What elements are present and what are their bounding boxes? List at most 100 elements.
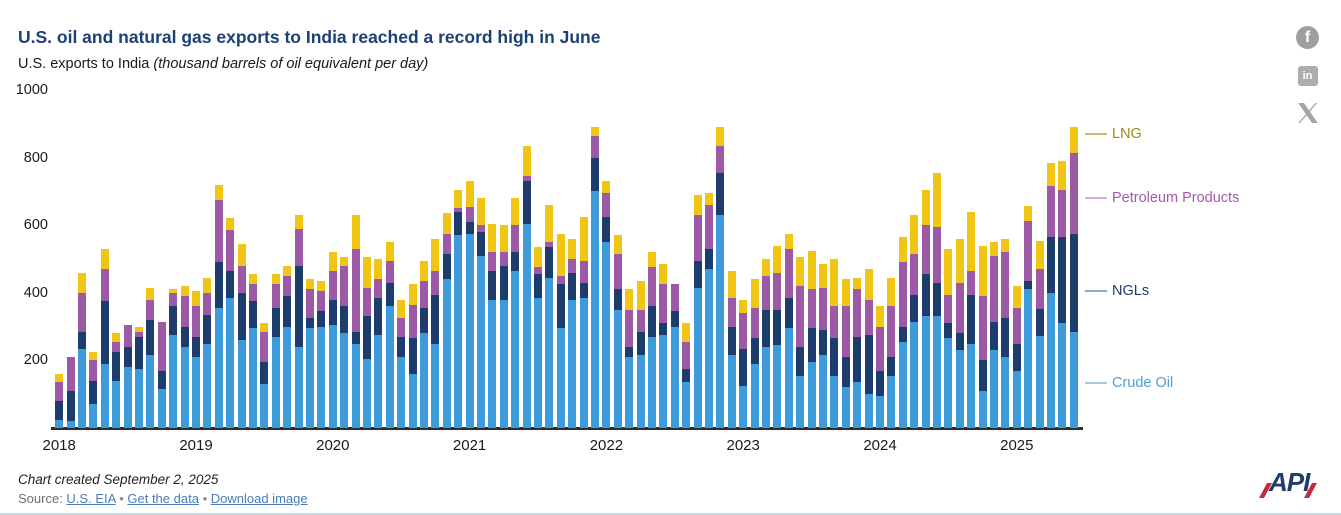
bar-month[interactable] bbox=[853, 277, 862, 428]
bar-month[interactable] bbox=[1058, 161, 1067, 428]
bar-segment-crude-oil[interactable] bbox=[1035, 336, 1044, 428]
bar-segment-petroleum-products[interactable] bbox=[682, 341, 691, 369]
bar-month[interactable] bbox=[397, 299, 406, 428]
bar-segment-crude-oil[interactable] bbox=[636, 355, 645, 428]
bar-segment-ngls[interactable] bbox=[1001, 318, 1010, 358]
bar-segment-crude-oil[interactable] bbox=[1058, 323, 1067, 428]
bar-segment-crude-oil[interactable] bbox=[363, 358, 371, 428]
bar-segment-lng[interactable] bbox=[887, 277, 896, 307]
bar-segment-crude-oil[interactable] bbox=[397, 357, 406, 428]
bar-segment-crude-oil[interactable] bbox=[944, 338, 953, 428]
bar-month[interactable] bbox=[169, 289, 178, 428]
bar-segment-ngls[interactable] bbox=[830, 338, 839, 376]
bar-segment-ngls[interactable] bbox=[978, 360, 987, 391]
bar-segment-petroleum-products[interactable] bbox=[442, 233, 451, 254]
bar-segment-lng[interactable] bbox=[739, 299, 748, 314]
bar-segment-crude-oil[interactable] bbox=[385, 306, 394, 428]
bar-segment-ngls[interactable] bbox=[328, 299, 337, 325]
bar-segment-petroleum-products[interactable] bbox=[192, 306, 200, 337]
bar-month[interactable] bbox=[1047, 162, 1055, 428]
bar-segment-ngls[interactable] bbox=[146, 319, 155, 356]
bar-month[interactable] bbox=[887, 277, 896, 428]
bar-segment-crude-oil[interactable] bbox=[89, 404, 98, 428]
bar-month[interactable] bbox=[374, 259, 383, 428]
bar-segment-petroleum-products[interactable] bbox=[522, 176, 531, 182]
bar-month[interactable] bbox=[123, 324, 132, 428]
bar-month[interactable] bbox=[727, 270, 736, 428]
bar-segment-ngls[interactable] bbox=[374, 297, 383, 336]
bar-segment-lng[interactable] bbox=[955, 238, 964, 283]
bar-segment-ngls[interactable] bbox=[739, 348, 748, 386]
bar-month[interactable] bbox=[556, 233, 565, 428]
bar-month[interactable] bbox=[260, 323, 269, 428]
bar-segment-lng[interactable] bbox=[727, 270, 736, 298]
bar-month[interactable] bbox=[340, 257, 349, 428]
bar-segment-petroleum-products[interactable] bbox=[283, 275, 292, 297]
bar-segment-petroleum-products[interactable] bbox=[910, 253, 919, 295]
bar-segment-crude-oil[interactable] bbox=[613, 309, 622, 428]
bar-segment-petroleum-products[interactable] bbox=[1012, 308, 1021, 344]
bar-segment-crude-oil[interactable] bbox=[705, 269, 713, 428]
bar-segment-ngls[interactable] bbox=[431, 294, 440, 344]
bar-segment-petroleum-products[interactable] bbox=[693, 215, 702, 261]
bar-month[interactable] bbox=[636, 281, 645, 428]
bar-month[interactable] bbox=[249, 274, 257, 428]
bar-segment-petroleum-products[interactable] bbox=[933, 226, 941, 283]
bar-month[interactable] bbox=[408, 284, 417, 428]
bar-segment-ngls[interactable] bbox=[55, 400, 64, 420]
bar-segment-petroleum-products[interactable] bbox=[796, 286, 805, 347]
bar-month[interactable] bbox=[944, 248, 953, 428]
bar-segment-petroleum-products[interactable] bbox=[237, 265, 246, 293]
bar-segment-lng[interactable] bbox=[716, 127, 725, 146]
bar-month[interactable] bbox=[978, 245, 987, 428]
bar-month[interactable] bbox=[1024, 205, 1033, 428]
x-twitter-icon[interactable] bbox=[1297, 103, 1318, 123]
bar-segment-petroleum-products[interactable] bbox=[1001, 252, 1010, 319]
bar-month[interactable] bbox=[762, 259, 770, 428]
bar-segment-ngls[interactable] bbox=[397, 336, 406, 358]
bar-segment-lng[interactable] bbox=[625, 289, 634, 310]
bar-segment-crude-oil[interactable] bbox=[226, 297, 235, 428]
bar-segment-crude-oil[interactable] bbox=[727, 355, 736, 428]
bar-segment-lng[interactable] bbox=[249, 274, 257, 285]
bar-month[interactable] bbox=[511, 198, 520, 428]
bar-segment-lng[interactable] bbox=[568, 238, 577, 260]
bar-month[interactable] bbox=[180, 286, 189, 428]
bar-segment-petroleum-products[interactable] bbox=[876, 326, 884, 371]
bar-segment-crude-oil[interactable] bbox=[454, 235, 463, 428]
bar-segment-crude-oil[interactable] bbox=[841, 387, 850, 428]
bar-segment-ngls[interactable] bbox=[477, 231, 485, 256]
bar-segment-petroleum-products[interactable] bbox=[465, 206, 474, 222]
bar-segment-crude-oil[interactable] bbox=[420, 333, 428, 428]
bar-segment-ngls[interactable] bbox=[249, 301, 257, 329]
bar-segment-lng[interactable] bbox=[1035, 241, 1044, 270]
bar-segment-lng[interactable] bbox=[864, 269, 873, 300]
bar-month[interactable] bbox=[682, 323, 691, 428]
bar-segment-petroleum-products[interactable] bbox=[112, 341, 121, 352]
bar-segment-lng[interactable] bbox=[750, 279, 759, 309]
bar-month[interactable] bbox=[898, 237, 907, 428]
bar-month[interactable] bbox=[351, 215, 360, 428]
bar-segment-lng[interactable] bbox=[1047, 162, 1055, 187]
bar-segment-crude-oil[interactable] bbox=[442, 279, 451, 428]
bar-segment-petroleum-products[interactable] bbox=[203, 292, 212, 315]
bar-month[interactable] bbox=[750, 279, 759, 428]
bar-segment-lng[interactable] bbox=[591, 127, 599, 136]
bar-segment-crude-oil[interactable] bbox=[488, 299, 497, 428]
bar-month[interactable] bbox=[796, 257, 805, 428]
bar-month[interactable] bbox=[146, 287, 155, 428]
bar-segment-petroleum-products[interactable] bbox=[1069, 152, 1078, 234]
bar-segment-lng[interactable] bbox=[556, 233, 565, 276]
bar-segment-crude-oil[interactable] bbox=[112, 380, 121, 428]
bar-segment-crude-oil[interactable] bbox=[762, 346, 770, 428]
bar-segment-crude-oil[interactable] bbox=[784, 328, 793, 428]
bar-segment-ngls[interactable] bbox=[591, 157, 599, 192]
bar-segment-petroleum-products[interactable] bbox=[807, 289, 816, 329]
bar-segment-crude-oil[interactable] bbox=[807, 362, 816, 428]
bar-segment-crude-oil[interactable] bbox=[750, 363, 759, 428]
bar-segment-petroleum-products[interactable] bbox=[568, 259, 577, 273]
bar-segment-lng[interactable] bbox=[385, 242, 394, 261]
bar-segment-petroleum-products[interactable] bbox=[351, 248, 360, 332]
bar-segment-petroleum-products[interactable] bbox=[306, 289, 314, 319]
bar-segment-ngls[interactable] bbox=[648, 306, 656, 337]
